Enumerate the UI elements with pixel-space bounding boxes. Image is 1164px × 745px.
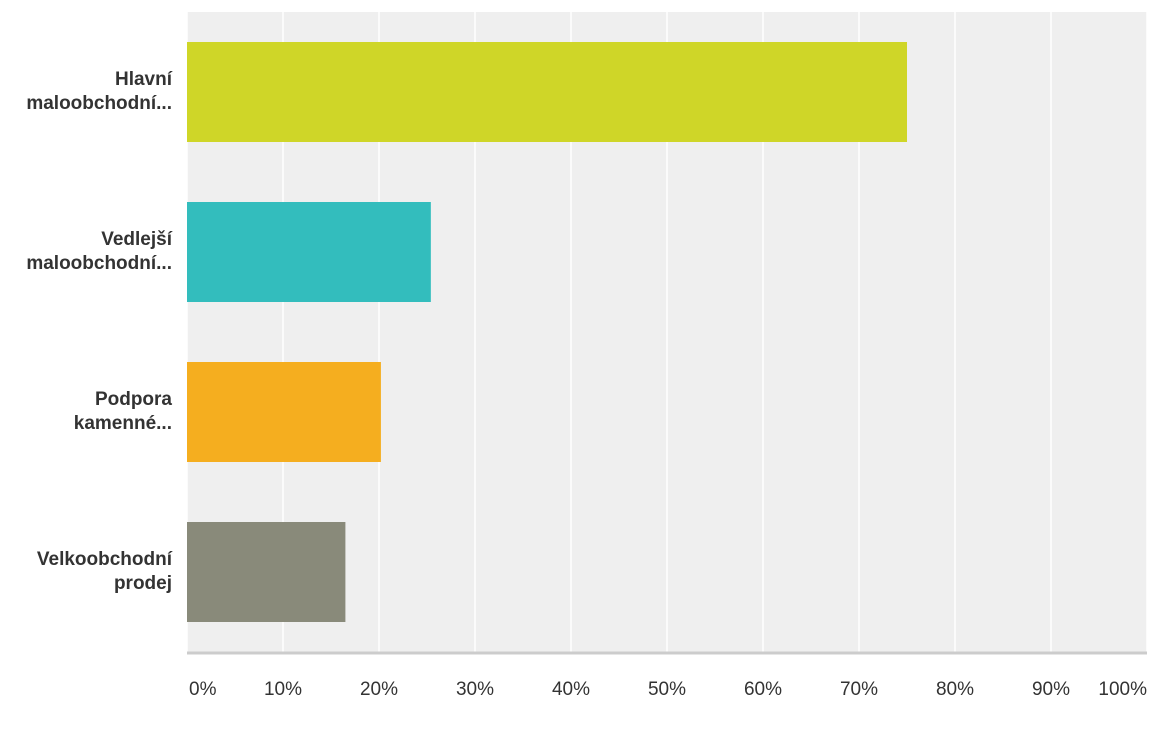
category-label: Vedlejší maloobchodní...: [26, 229, 172, 274]
x-tick-label: 80%: [935, 679, 975, 700]
x-tick-label: 0%: [189, 679, 217, 700]
x-tick-label: 90%: [1031, 679, 1071, 700]
bar: [187, 522, 346, 622]
x-tick-label: 50%: [647, 679, 687, 700]
category-label: Podpora kamenné...: [73, 389, 172, 434]
category-label: Hlavní maloobchodní...: [26, 69, 172, 114]
x-tick-label: 70%: [839, 679, 879, 700]
x-tick-label: 30%: [455, 679, 495, 700]
x-tick-label: 60%: [743, 679, 783, 700]
bar: [187, 42, 907, 142]
bar: [187, 362, 381, 462]
x-tick-label: 40%: [551, 679, 591, 700]
x-tick-label: 20%: [359, 679, 399, 700]
x-tick-label: 100%: [1098, 679, 1147, 700]
category-label: Velkoobchodní prodej: [36, 549, 172, 594]
x-tick-label: 10%: [263, 679, 303, 700]
bar: [187, 202, 431, 302]
